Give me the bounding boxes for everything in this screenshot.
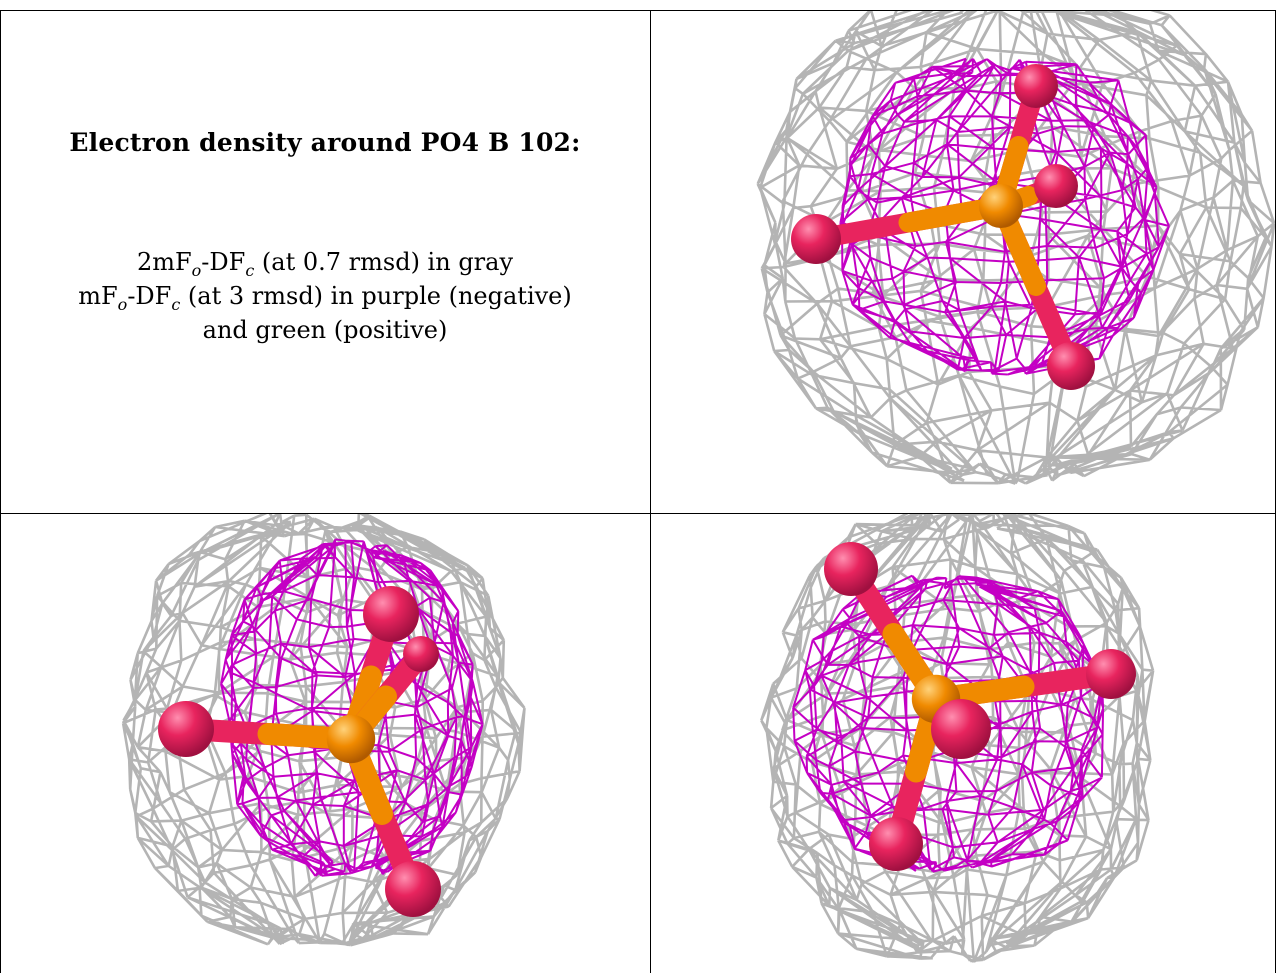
legend-line1-mid: -DF [201,248,246,276]
view-top-right [651,11,1275,513]
legend-line2-sub1: o [117,294,128,314]
oxygen-atom-1 [363,586,419,642]
phosphorus-atom [979,184,1023,228]
legend-title: Electron density around PO4 B 102: [69,128,581,157]
oxygen-atom-2 [1034,164,1078,208]
view-bottom-right [651,514,1275,973]
table-border-center [650,10,651,973]
oxygen-atom-1 [824,542,878,596]
density-render-bottom-left [121,514,526,947]
legend-line2-suffix: (at 3 rmsd) in purple (negative) [180,282,572,310]
oxygen-atom-2 [158,701,214,757]
legend-body: 2mFo-DFc (at 0.7 rmsd) in gray mFo-DFc (… [0,245,650,347]
oxygen-atom-3 [791,214,841,264]
oxygen-atom-4 [1047,342,1095,390]
legend-cell: Electron density around PO4 B 102: 2mFo-… [0,0,650,513]
legend-line1-suffix: (at 0.7 rmsd) in gray [254,248,514,276]
legend-line2-sub2: c [171,294,181,314]
table-border-left [0,10,1,973]
oxygen-atom-4 [403,636,439,672]
table-border-middle [0,513,1276,514]
phosphorus-atom [326,714,376,764]
oxygen-atom-3 [385,861,441,917]
legend-line-2fofc: 2mFo-DFc (at 0.7 rmsd) in gray [0,245,650,279]
density-render-bottom-right [760,514,1155,963]
oxygen-atom-2 [1086,649,1136,699]
oxygen-atom-3 [931,699,991,759]
oxygen-atom-1 [1014,64,1058,108]
legend-line1-prefix: 2mF [136,248,192,276]
legend-line2-prefix: mF [78,282,118,310]
density-render-top-right [756,11,1275,485]
legend-line2-mid: -DF [127,282,172,310]
legend-line1-sub2: c [245,260,255,280]
table-border-top [0,10,1276,11]
legend-line1-sub1: o [191,260,202,280]
legend-line-fofc: mFo-DFc (at 3 rmsd) in purple (negative) [0,279,650,313]
view-bottom-left [1,514,650,973]
legend-line-positive: and green (positive) [202,316,448,344]
oxygen-atom-4 [869,817,923,871]
